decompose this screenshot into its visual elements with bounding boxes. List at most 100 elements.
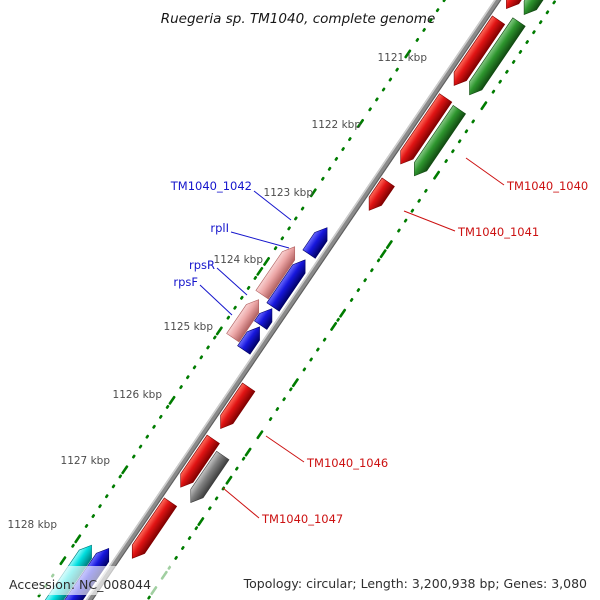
gene-arrow-rplI[interactable] (266, 256, 311, 312)
track-dot (174, 555, 178, 560)
status-bar (0, 566, 600, 595)
gene-label-rpsF: rpsF (173, 275, 198, 289)
gene-label-rpsR: rpsR (189, 258, 215, 272)
gene-label-TM1040_1047: TM1040_1047 (261, 512, 343, 526)
gene-arrow-rpsF[interactable] (237, 323, 266, 355)
track-dot (429, 18, 433, 23)
gene-arrow-gray[interactable] (185, 450, 230, 507)
gene-label-rplI: rplI (210, 221, 229, 235)
track-dot (147, 595, 151, 600)
track-dot (131, 454, 136, 459)
track-dot (302, 367, 307, 372)
track-dot (235, 466, 239, 471)
gene-arrow-green[interactable] (518, 0, 568, 19)
tick-label: 1125 kbp (164, 321, 214, 333)
leader-line-TM1040_1046 (265, 435, 305, 463)
track-dot (464, 129, 469, 134)
track-dash (330, 321, 338, 331)
track-dot (98, 504, 102, 509)
track-dash (309, 188, 317, 198)
gene-arrow-green[interactable] (463, 17, 526, 99)
gene-arrow-TM1040_1041[interactable] (363, 177, 395, 215)
accession-label: Accession: NC_008044 (9, 577, 151, 592)
map-title: Ruegeria sp. TM1040, complete genome (161, 11, 436, 27)
gene-arrow-red[interactable] (126, 497, 178, 563)
track-dot (179, 385, 183, 390)
track-dot (309, 357, 313, 362)
track-dot (91, 514, 96, 519)
track-dot (457, 139, 462, 144)
leader-line-TM1040_1047 (222, 487, 260, 519)
track-dot (471, 119, 475, 124)
tick-label: 1128 kbp (8, 519, 58, 531)
gene-arrow-TM1040_1040[interactable] (394, 93, 453, 169)
track-dot (185, 375, 190, 380)
track-dash (59, 556, 67, 566)
track-dot (152, 424, 156, 429)
track-dash (256, 430, 264, 440)
track-dash (225, 475, 233, 485)
track-dot (388, 77, 393, 82)
leader-line-TM1040_1040 (465, 157, 505, 186)
track-dot (525, 40, 529, 45)
track-dot (300, 206, 305, 211)
track-dash (215, 326, 223, 336)
track-dot (253, 275, 258, 280)
track-dot (316, 347, 320, 352)
leader-line-TM1040_1042 (253, 190, 292, 221)
leader-line-TM1040_1041 (403, 210, 456, 232)
track-dot (370, 268, 374, 273)
track-dot (194, 526, 199, 531)
track-dot (417, 198, 421, 203)
backbone-group (30, 0, 568, 600)
track-dot (327, 166, 332, 171)
map-scene (30, 0, 568, 600)
gene-arrow-rpsR[interactable] (254, 304, 278, 330)
track-dash (263, 256, 271, 266)
track-dot (268, 417, 273, 422)
tick-label: 1124 kbp (214, 254, 264, 266)
track-dot (104, 494, 109, 499)
track-dash (291, 378, 299, 388)
track-dot (403, 218, 408, 223)
track-dot (294, 216, 298, 221)
track-dot (111, 484, 116, 489)
track-dot (334, 156, 339, 161)
track-dot (181, 545, 185, 550)
track-dot (275, 407, 280, 412)
track-dot (158, 414, 163, 419)
map-annotations: 1121 kbp 1122 kbp 1123 kbp 1124 kbp 1125 kbp… (8, 52, 589, 531)
gene-arrow-pink[interactable] (255, 243, 301, 300)
track-dot (226, 315, 231, 320)
backbone-shadow (50, 0, 537, 600)
gene-arrow-pink[interactable] (226, 295, 265, 343)
track-dot (321, 176, 325, 181)
gene-arrow-TM1040_1040[interactable] (408, 105, 467, 180)
tick-label: 1127 kbp (61, 455, 111, 467)
track-dot (435, 8, 440, 13)
gene-label-TM1040_1040: TM1040_1040 (506, 179, 588, 193)
track-dot (375, 97, 379, 102)
gene-arrow-red[interactable] (500, 0, 551, 13)
track-dot (356, 288, 361, 293)
track-dot (505, 69, 509, 74)
track-dash (74, 534, 82, 544)
gene-arrow-TM1040_1042[interactable] (302, 223, 333, 259)
track-dot (192, 365, 197, 370)
track-dot (187, 536, 192, 541)
track-dash (404, 49, 412, 59)
gene-arrow-red[interactable] (448, 15, 506, 90)
track-dash (121, 465, 129, 475)
track-dash (379, 249, 387, 259)
track-dot (336, 317, 340, 322)
tick-label: 1126 kbp (113, 389, 163, 401)
gene-arrow-TM1040_1047[interactable] (174, 434, 220, 491)
track-dash (168, 395, 176, 405)
track-dot (282, 397, 286, 402)
track-dot (518, 49, 523, 54)
gene-arrow-TM1040_1046[interactable] (214, 382, 256, 433)
track-dot (145, 434, 150, 439)
track-dash (433, 170, 441, 180)
leader-line-rpsF (199, 284, 233, 316)
tick-label: 1123 kbp (264, 187, 314, 199)
